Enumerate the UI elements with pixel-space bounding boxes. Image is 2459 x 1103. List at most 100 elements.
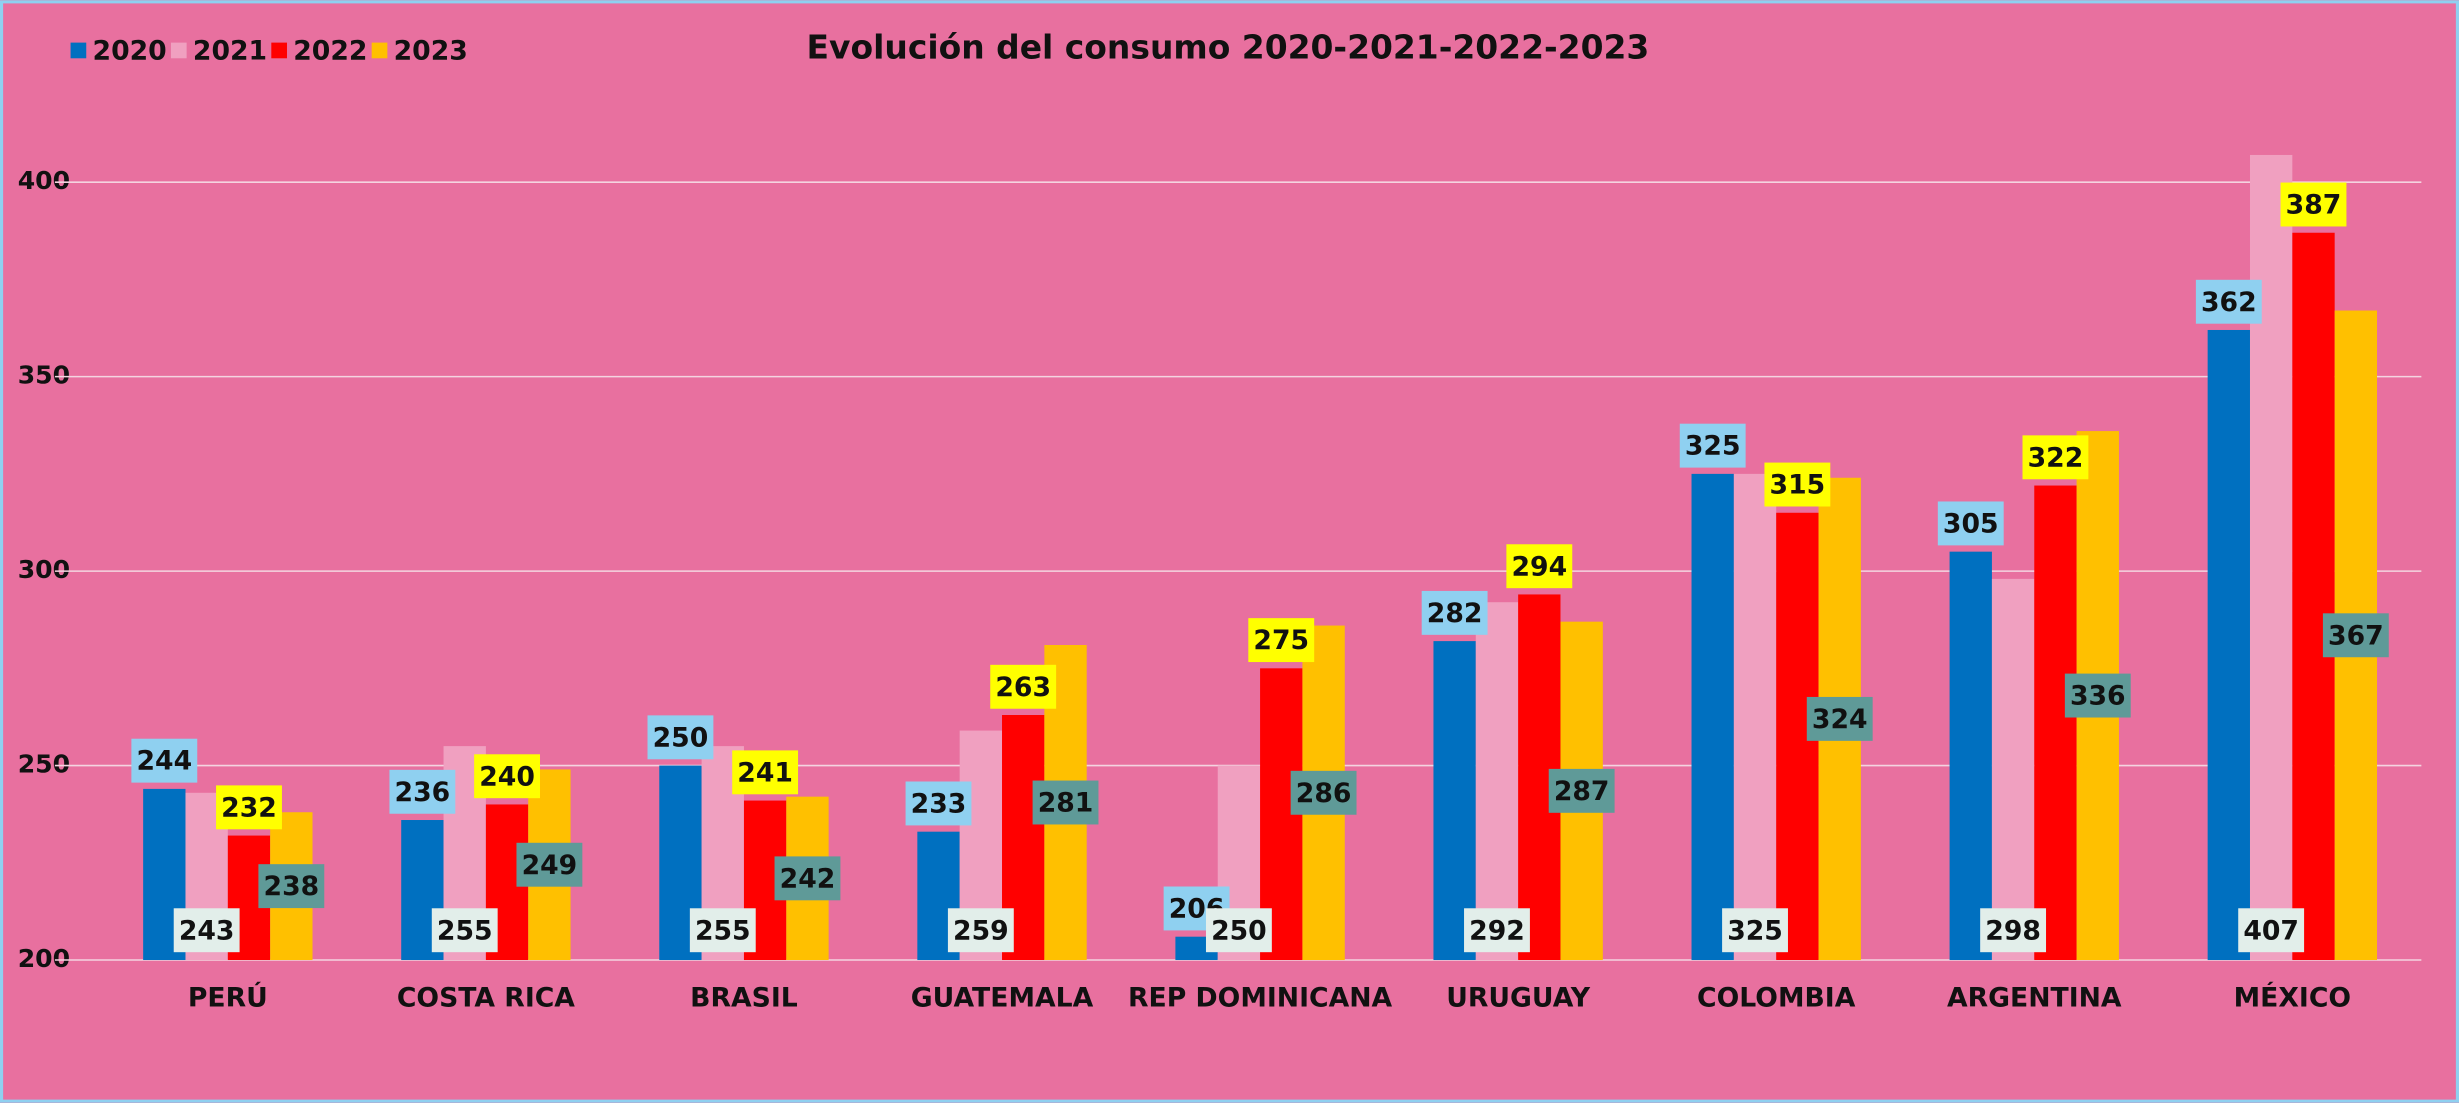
legend-swatch <box>271 42 287 59</box>
data-label: 259 <box>953 915 1009 946</box>
data-label: 243 <box>179 915 235 946</box>
label-box <box>431 908 498 953</box>
label-box <box>1722 908 1788 953</box>
bar <box>1433 641 1476 961</box>
chart-title: Evolución del consumo 2020-2021-2022-202… <box>807 27 1650 66</box>
label-box <box>389 769 456 814</box>
data-label: 387 <box>2286 190 2342 221</box>
data-label: 232 <box>221 792 277 823</box>
data-label: 238 <box>264 871 320 902</box>
data-label: 294 <box>1511 551 1567 582</box>
data-label: 287 <box>1554 776 1610 807</box>
bar <box>1991 578 2035 961</box>
data-label: 282 <box>1427 598 1483 629</box>
data-label: 322 <box>2028 442 2084 473</box>
data-label: 250 <box>1211 915 1267 946</box>
legend-label: 2020 <box>93 36 167 67</box>
label-box <box>2022 435 2089 480</box>
label-box <box>2238 908 2305 953</box>
data-label: 236 <box>395 777 451 808</box>
label-box <box>732 750 799 795</box>
label-box <box>2064 673 2131 718</box>
x-tick-label: MÉXICO <box>2234 982 2351 1014</box>
x-tick-label: REP DOMINICANA <box>1128 983 1393 1014</box>
data-label: 315 <box>1770 470 1826 501</box>
label-box <box>2322 613 2389 658</box>
data-label: 305 <box>1943 508 1999 539</box>
label-box <box>258 864 325 909</box>
label-box <box>516 842 583 887</box>
label-box <box>1248 618 1315 663</box>
label-box <box>1548 768 1615 813</box>
data-label: 407 <box>2243 915 2299 946</box>
bar <box>1475 602 1519 961</box>
data-label: 324 <box>1812 704 1868 735</box>
label-box <box>647 715 714 760</box>
x-tick-label: URUGUAY <box>1446 983 1591 1014</box>
y-tick-label: 350 <box>18 361 70 390</box>
x-tick-label: COLOMBIA <box>1697 983 1856 1014</box>
label-box <box>173 908 240 953</box>
x-tick-label: ARGENTINA <box>1947 983 2122 1014</box>
bar <box>2207 329 2250 961</box>
data-label: 242 <box>780 863 836 894</box>
label-box <box>689 908 756 953</box>
data-label: 244 <box>136 746 192 777</box>
label-box <box>1205 908 1272 953</box>
label-box <box>1806 696 1873 741</box>
data-label: 263 <box>995 672 1051 703</box>
label-box <box>990 664 1057 709</box>
label-box <box>1290 770 1357 815</box>
y-tick-label: 250 <box>18 750 70 779</box>
label-box <box>1937 501 2004 546</box>
data-label: 362 <box>2201 287 2257 318</box>
x-tick-label: BRASIL <box>690 983 798 1014</box>
bar <box>2292 232 2335 961</box>
legend-swatch <box>70 42 87 59</box>
data-label: 325 <box>1727 915 1783 946</box>
data-label: 240 <box>479 761 535 792</box>
data-label: 367 <box>2328 620 2384 651</box>
data-label: 255 <box>437 915 493 946</box>
x-tick-label: PERÚ <box>188 982 268 1014</box>
label-box <box>2280 182 2347 227</box>
bar <box>1949 551 1992 961</box>
label-box <box>1032 780 1099 825</box>
label-box <box>1764 462 1831 507</box>
data-label: 281 <box>1038 788 1094 819</box>
data-label: 233 <box>911 789 967 820</box>
bar <box>2034 485 2077 961</box>
label-box <box>474 754 540 799</box>
data-label: 336 <box>2070 681 2126 712</box>
legend-label: 2021 <box>193 36 267 67</box>
label-box <box>2195 279 2262 324</box>
data-label: 298 <box>1985 915 2041 946</box>
legend-swatch <box>170 42 187 59</box>
data-label: 325 <box>1685 431 1741 462</box>
label-box <box>1421 590 1488 635</box>
data-label: 292 <box>1469 915 1525 946</box>
y-tick-label: 400 <box>18 166 70 195</box>
label-box <box>1464 908 1530 953</box>
label-box <box>1679 423 1746 468</box>
data-label: 255 <box>695 915 751 946</box>
data-label: 286 <box>1296 778 1352 809</box>
data-label: 250 <box>653 722 709 753</box>
legend-label: 2023 <box>394 36 468 67</box>
label-box <box>1980 908 2047 953</box>
label-box <box>774 856 841 901</box>
bar <box>2249 154 2293 961</box>
label-box <box>131 738 198 783</box>
data-label: 249 <box>522 850 578 881</box>
bar <box>1691 473 1734 961</box>
y-tick-label: 300 <box>18 555 70 584</box>
x-tick-label: GUATEMALA <box>911 983 1094 1014</box>
data-label: 241 <box>737 757 793 788</box>
x-tick-label: COSTA RICA <box>397 983 575 1014</box>
label-box <box>216 785 282 830</box>
data-label: 275 <box>1253 625 1309 656</box>
label-box <box>905 781 972 826</box>
legend-swatch <box>371 42 388 59</box>
